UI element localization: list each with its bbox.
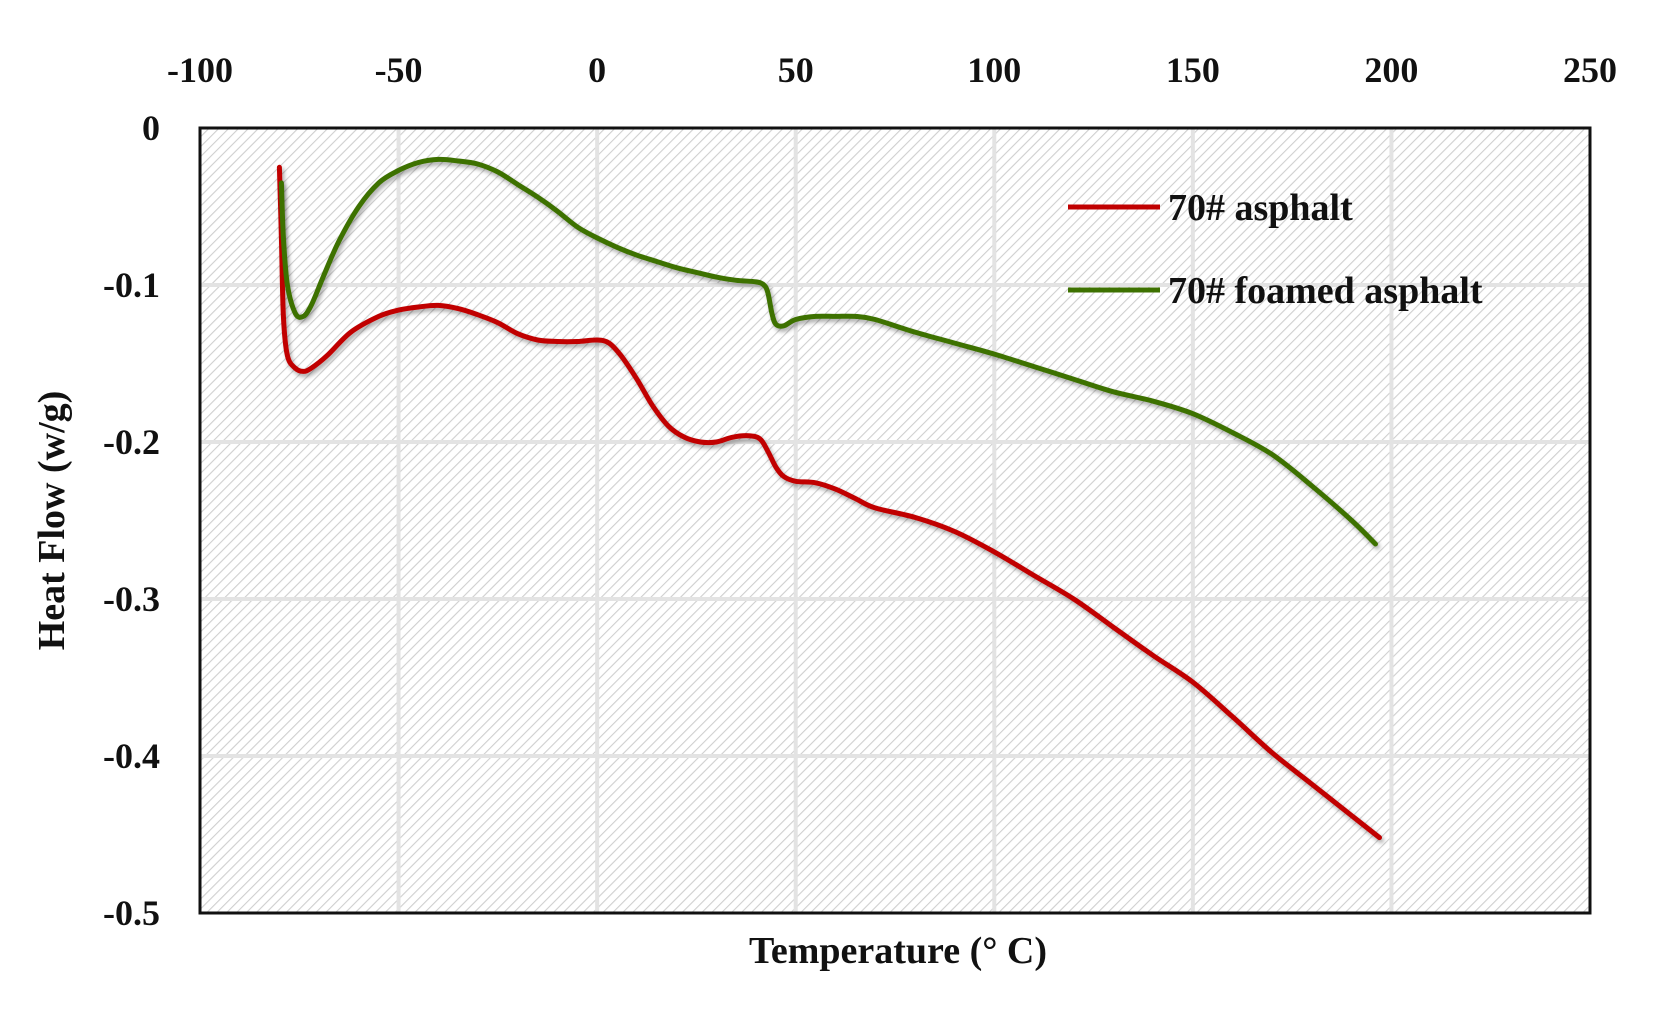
x-tick-label: 150	[1166, 50, 1220, 90]
y-tick-label: 0	[142, 108, 160, 148]
y-tick-label: -0.1	[103, 265, 160, 305]
series-line-70-foamed-asphalt	[278, 156, 1378, 547]
legend: 70# asphalt 70# foamed asphalt	[1068, 187, 1483, 312]
y-tick-label: -0.2	[103, 422, 160, 462]
x-tick-label: 100	[967, 50, 1021, 90]
x-tick-label: -100	[167, 50, 233, 90]
x-tick-label: -50	[375, 50, 423, 90]
plot-area	[200, 128, 1590, 913]
series-lines	[276, 156, 1382, 841]
y-tick-label: -0.4	[103, 736, 160, 776]
x-axis-title: Temperature (° C)	[749, 930, 1047, 972]
series-line-70-asphalt	[276, 164, 1382, 841]
legend-label-70-foamed-asphalt: 70# foamed asphalt	[1168, 270, 1483, 312]
legend-label-70-asphalt: 70# asphalt	[1168, 187, 1353, 229]
x-tick-label: 200	[1364, 50, 1418, 90]
y-tick-label: -0.3	[103, 579, 160, 619]
x-tick-label: 250	[1563, 50, 1617, 90]
gridlines	[200, 128, 1590, 913]
x-tick-label: 50	[778, 50, 814, 90]
plot-frame	[198, 126, 1592, 915]
x-axis-ticks: -100 -50 0 50 100 150 200 250	[167, 50, 1617, 90]
y-axis-ticks: 0 -0.1 -0.2 -0.3 -0.4 -0.5	[103, 108, 160, 933]
x-tick-label: 0	[588, 50, 606, 90]
y-axis-title: Heat Flow (w/g)	[31, 391, 73, 651]
y-tick-label: -0.5	[103, 893, 160, 933]
